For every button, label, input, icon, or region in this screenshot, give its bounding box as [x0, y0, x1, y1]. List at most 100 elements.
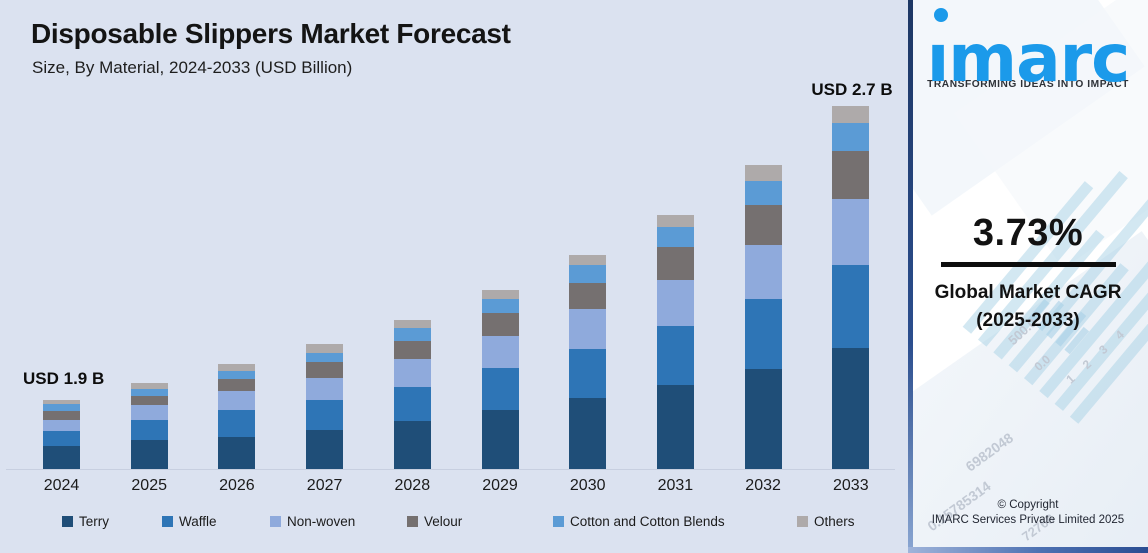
chart-panel: Disposable Slippers Market Forecast Size… — [0, 0, 908, 553]
bar-2033 — [832, 106, 870, 469]
bar-segment-terry — [832, 348, 870, 469]
bar-segment-others — [218, 364, 256, 371]
bar-segment-non-woven — [744, 245, 782, 299]
bar-segment-waffle — [569, 349, 607, 398]
x-axis-label-2028: 2028 — [394, 477, 431, 494]
legend-item-non-woven: Non-woven — [270, 514, 355, 529]
legend-item-others: Others — [797, 514, 855, 529]
x-axis-label-2029: 2029 — [482, 477, 518, 494]
bar-segment-terry — [393, 421, 431, 469]
bar-2028 — [393, 320, 431, 469]
bar-segment-others — [130, 383, 168, 389]
bar-segment-terry — [744, 369, 782, 469]
x-axis-label-2033: 2033 — [833, 477, 869, 494]
bar-segment-cotton-and-cotton-blends — [744, 181, 782, 205]
bar-segment-non-woven — [481, 336, 519, 368]
bar-2030 — [569, 255, 607, 469]
bar-segment-non-woven — [393, 359, 431, 387]
legend-color-swatch — [62, 516, 73, 527]
brand-panel: 500.0 0.0 1 2 3 4 6982048 0.15785314 72768 ım… — [908, 0, 1148, 553]
chart-title: Disposable Slippers Market Forecast — [31, 18, 511, 49]
copyright-line2: IMARC Services Private Limited 2025 — [931, 514, 1125, 527]
chart-subtitle: Size, By Material, 2024-2033 (USD Billio… — [32, 58, 353, 77]
bar-segment-waffle — [306, 400, 344, 430]
bar-segment-velour — [656, 247, 694, 280]
bar-segment-non-woven — [832, 199, 870, 265]
bar-2024 — [43, 400, 80, 469]
bar-2031 — [656, 215, 694, 469]
imarc-tagline: TRANSFORMING IDEAS INTO IMPACT — [927, 78, 1129, 90]
bar-2027 — [306, 344, 344, 469]
legend-color-swatch — [553, 516, 564, 527]
legend-label: Waffle — [179, 514, 217, 529]
bar-segment-others — [481, 290, 519, 299]
bar-segment-non-woven — [656, 280, 694, 326]
bar-segment-velour — [832, 151, 870, 199]
imarc-logo-word: ımarc — [927, 8, 1130, 92]
bar-segment-cotton-and-cotton-blends — [481, 299, 519, 313]
cagr-label-line2: (2025-2033) — [976, 309, 1080, 331]
annotation-usd-2024: USD 1.9 B — [23, 369, 105, 388]
bar-segment-others — [393, 320, 431, 328]
bar-segment-others — [306, 344, 344, 353]
bar-2025 — [130, 383, 168, 469]
bar-segment-waffle — [130, 420, 168, 440]
imarc-logo-text: ımarc — [926, 20, 1131, 97]
imarc-logo: ımarc TRANSFORMING IDEAS INTO IMPACT — [908, 8, 1148, 92]
bar-segment-velour — [744, 205, 782, 245]
panel-left-accent-strip — [908, 0, 913, 553]
legend-label: Velour — [424, 514, 463, 529]
bar-segment-velour — [481, 313, 519, 336]
bar-segment-others — [569, 255, 607, 265]
x-axis-label-2026: 2026 — [219, 477, 255, 494]
bar-segment-non-woven — [569, 309, 607, 349]
legend-label: Non-woven — [287, 514, 356, 529]
copyright-line1: © Copyright — [997, 498, 1059, 511]
bar-segment-terry — [218, 437, 256, 469]
legend-color-swatch — [162, 516, 173, 527]
bar-segment-cotton-and-cotton-blends — [130, 389, 168, 396]
bar-segment-non-woven — [130, 405, 168, 420]
bar-segment-velour — [569, 283, 607, 309]
bar-segment-others — [656, 215, 694, 227]
legend-item-velour: Velour — [407, 514, 462, 529]
bar-segment-cotton-and-cotton-blends — [656, 227, 694, 247]
bar-segment-velour — [43, 411, 80, 420]
x-axis-label-2032: 2032 — [745, 477, 781, 494]
bar-segment-terry — [130, 440, 168, 469]
bar-segment-cotton-and-cotton-blends — [569, 265, 607, 283]
bar-segment-velour — [130, 396, 168, 405]
bar-segment-waffle — [43, 431, 80, 446]
legend-color-swatch — [407, 516, 418, 527]
bar-segment-cotton-and-cotton-blends — [393, 328, 431, 341]
bar-segment-terry — [481, 410, 519, 469]
bar-segment-terry — [656, 385, 694, 469]
bar-segment-velour — [306, 362, 344, 378]
bar-segment-terry — [569, 398, 607, 469]
panel-bottom-accent-strip — [908, 547, 1148, 553]
x-axis-label-2030: 2030 — [569, 477, 606, 494]
x-axis-label-2027: 2027 — [306, 477, 343, 494]
cagr-value: 3.73% — [972, 212, 1084, 254]
bar-segment-non-woven — [306, 378, 344, 400]
legend-color-swatch — [797, 516, 808, 527]
legend-label: Cotton and Cotton Blends — [570, 514, 725, 529]
bar-segment-non-woven — [43, 420, 80, 431]
cagr-divider — [940, 262, 1116, 267]
bar-segment-waffle — [744, 299, 782, 369]
x-axis-label-2025: 2025 — [131, 477, 167, 494]
bar-segment-terry — [43, 446, 80, 469]
imarc-logo-dot-icon — [933, 8, 948, 22]
x-axis-label-2024: 2024 — [43, 477, 80, 494]
annotation-usd-2033: USD 2.7 B — [811, 80, 893, 99]
copyright: © Copyright IMARC Services Private Limit… — [908, 498, 1148, 529]
bar-2032 — [744, 165, 782, 469]
bar-segment-terry — [306, 430, 344, 469]
legend-color-swatch — [270, 516, 281, 527]
legend-label: Terry — [79, 514, 109, 529]
cagr-label-line1: Global Market CAGR — [934, 282, 1122, 303]
legend-label: Others — [814, 514, 855, 529]
bar-segment-others — [832, 106, 870, 123]
x-axis-label-2031: 2031 — [657, 477, 694, 494]
